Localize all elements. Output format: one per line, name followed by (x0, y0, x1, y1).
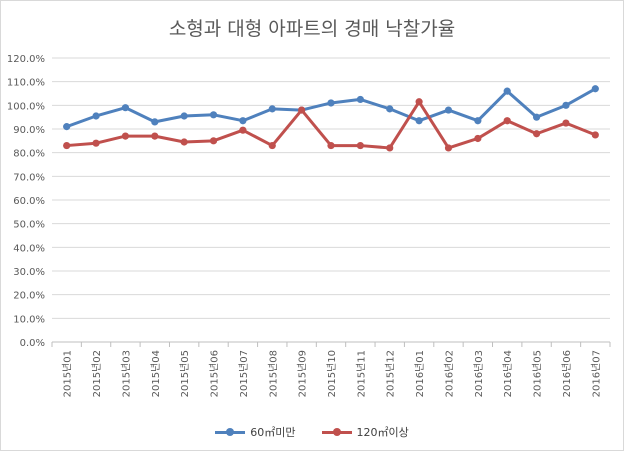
data-point-series-2 (63, 141, 71, 150)
x-tick-label: 2015년12 (385, 350, 397, 397)
data-point-series-2 (532, 130, 541, 138)
x-tick-label: 2015년03 (120, 350, 132, 397)
legend-item-series-2: 120㎡이상 (321, 424, 409, 440)
legend-swatch-series-2 (321, 427, 352, 437)
y-tick-label: 60.0% (13, 196, 45, 207)
y-tick-label: 80.0% (13, 149, 45, 160)
y-tick-label: 10.0% (13, 314, 45, 325)
data-point-series-1 (209, 111, 218, 119)
data-point-series-2 (474, 134, 482, 143)
data-point-series-2 (209, 137, 218, 145)
series-line-1 (65, 87, 597, 129)
x-tick-label: 2015년04 (150, 350, 162, 397)
x-tick-label: 2015년02 (91, 350, 103, 397)
x-tick-label: 2015년11 (355, 350, 367, 397)
data-point-series-1 (151, 118, 159, 126)
chart-title: 소형과 대형 아파트의 경매 낙찰가율 (168, 18, 456, 40)
x-tick-label: 2015년10 (326, 350, 338, 397)
data-point-series-2 (444, 144, 453, 152)
x-tick-label: 2016년07 (590, 350, 602, 397)
x-tick-label: 2015년09 (297, 350, 309, 397)
x-tick-label: 2015년01 (62, 350, 74, 397)
data-point-series-1 (562, 101, 570, 109)
x-tick-label: 2015년08 (267, 350, 279, 397)
legend: 60㎡미만 120㎡이상 (0, 424, 624, 440)
data-point-series-1 (386, 105, 394, 113)
data-point-series-2 (327, 141, 335, 150)
data-point-series-2 (591, 131, 599, 139)
data-point-series-1 (356, 95, 364, 104)
y-tick-label: 120.0% (7, 54, 45, 65)
y-tick-label: 50.0% (13, 220, 45, 231)
data-point-series-1 (474, 117, 482, 125)
x-tick-label: 2015년07 (238, 350, 250, 397)
x-tick-label: 2015년06 (209, 350, 221, 397)
data-point-series-2 (356, 141, 364, 150)
data-point-series-1 (63, 123, 71, 131)
y-tick-label: 0.0% (20, 338, 45, 349)
data-point-series-2 (151, 132, 159, 140)
x-tick-label: 2016년01 (414, 350, 426, 397)
y-tick-label: 100.0% (7, 101, 45, 112)
data-point-series-2 (503, 117, 511, 125)
data-point-series-2 (386, 144, 394, 152)
legend-item-series-1: 60㎡미만 (215, 424, 296, 440)
data-point-series-1 (327, 99, 335, 107)
x-tick-label: 2016년06 (561, 350, 573, 397)
series-line-2 (65, 100, 597, 150)
data-point-series-2 (298, 106, 306, 114)
x-tick-label: 2016년02 (443, 350, 455, 397)
y-tick-label: 40.0% (13, 243, 45, 254)
data-point-series-1 (121, 104, 130, 112)
data-point-series-2 (562, 119, 570, 127)
legend-swatch-series-1 (215, 427, 246, 437)
legend-label-series-1: 60㎡미만 (250, 426, 296, 439)
x-tick-label: 2016년04 (502, 350, 514, 397)
data-point-series-1 (268, 105, 276, 113)
x-tick-label: 2016년05 (532, 350, 544, 397)
data-point-series-1 (591, 85, 599, 93)
y-tick-label: 70.0% (13, 172, 45, 183)
data-point-series-1 (415, 117, 423, 125)
y-tick-label: 30.0% (13, 267, 45, 278)
x-tick-label: 2016년03 (473, 350, 485, 397)
data-point-series-2 (239, 126, 247, 134)
legend-label-series-2: 120㎡이상 (356, 426, 409, 439)
data-point-series-2 (92, 139, 100, 147)
data-point-series-2 (268, 141, 276, 150)
data-point-series-1 (444, 106, 453, 114)
y-tick-label: 20.0% (13, 291, 45, 302)
data-point-series-1 (92, 112, 100, 120)
data-point-series-1 (239, 117, 247, 125)
data-point-series-2 (180, 138, 188, 146)
y-tick-label: 110.0% (7, 78, 45, 89)
data-point-series-1 (532, 113, 541, 121)
x-tick-label: 2015년05 (179, 350, 191, 397)
y-tick-label: 90.0% (13, 125, 45, 136)
data-point-series-2 (415, 98, 423, 106)
data-point-series-2 (121, 132, 130, 140)
data-point-series-1 (503, 87, 511, 95)
data-point-series-1 (180, 112, 188, 120)
